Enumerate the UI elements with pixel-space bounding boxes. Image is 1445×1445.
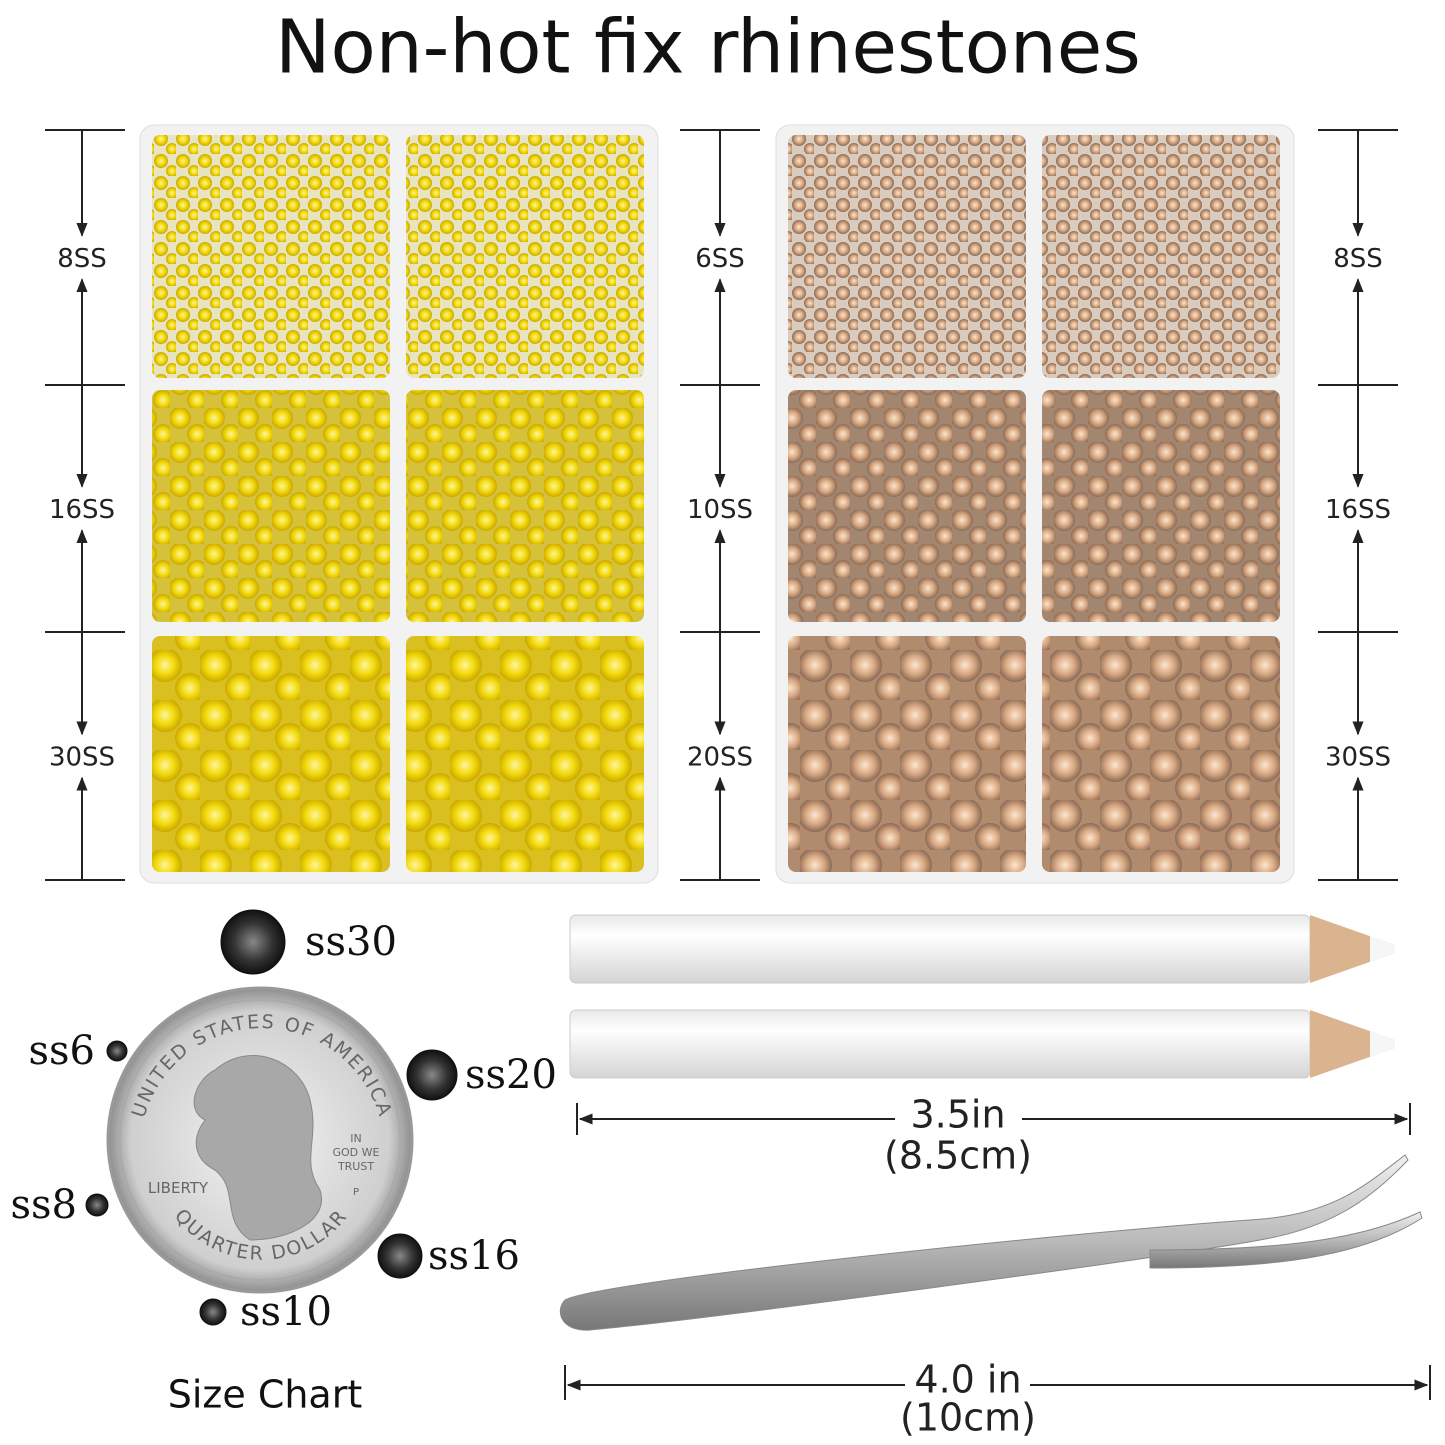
coin-rim — [119, 999, 401, 1281]
sample-stone — [199, 1298, 227, 1326]
size-chart-title: Size Chart — [168, 1373, 363, 1417]
sample-stone — [406, 1049, 458, 1101]
size-label: 16SS — [1325, 495, 1391, 525]
size-label: 8SS — [57, 244, 107, 274]
size-label: 16SS — [49, 495, 115, 525]
stone-compartment — [152, 390, 390, 622]
stone-size-label: ss6 — [28, 1028, 95, 1074]
size-label: 30SS — [1325, 743, 1391, 773]
stone-compartment — [788, 636, 1026, 872]
tweezers-arm — [1149, 1211, 1423, 1269]
coin-liberty: LIBERTY — [148, 1179, 209, 1197]
size-label: 20SS — [687, 743, 753, 773]
stone-compartment — [1042, 135, 1280, 378]
stone-compartment — [152, 135, 390, 378]
pencil-dimension — [576, 1103, 1411, 1135]
stone-compartment — [788, 390, 1026, 622]
stone-size-label: ss8 — [10, 1182, 77, 1228]
sample-stone — [220, 909, 286, 975]
stone-compartment — [406, 135, 644, 378]
pencil — [569, 914, 1395, 984]
stone-size-label: ss10 — [240, 1289, 332, 1335]
pencil-length: 3.5in — [910, 1093, 1005, 1137]
sample-stone — [85, 1193, 109, 1217]
tweezers-dimension — [564, 1365, 1431, 1400]
stone-size-label: ss20 — [465, 1052, 557, 1098]
coin-motto: TRUST — [337, 1160, 374, 1173]
pencil-metric: (8.5cm) — [884, 1134, 1032, 1178]
sample-stone — [106, 1040, 128, 1062]
stone-compartment — [152, 636, 390, 872]
stone-compartment — [1042, 636, 1280, 872]
tweezers — [559, 1154, 1409, 1331]
coin-motto: IN — [350, 1132, 361, 1145]
size-label: 6SS — [695, 244, 745, 274]
stone-compartment — [1042, 390, 1280, 622]
tweezers-metric: (10cm) — [900, 1396, 1036, 1440]
stone-compartment — [406, 390, 644, 622]
sample-stone — [377, 1233, 423, 1279]
stone-compartment — [788, 135, 1026, 378]
size-label: 10SS — [687, 495, 753, 525]
coin-portrait — [193, 1055, 323, 1241]
stone-compartment — [406, 636, 644, 872]
pencil — [569, 1009, 1395, 1079]
coin-mint: P — [353, 1187, 359, 1198]
title: Non-hot fix rhinestones — [275, 5, 1141, 91]
coin-motto: GOD WE — [333, 1146, 380, 1159]
stone-size-label: ss16 — [428, 1233, 520, 1279]
tweezers-length: 4.0 in — [914, 1358, 1021, 1402]
stone-size-label: ss30 — [305, 919, 397, 965]
size-label: 8SS — [1333, 244, 1383, 274]
size-label: 30SS — [49, 743, 115, 773]
